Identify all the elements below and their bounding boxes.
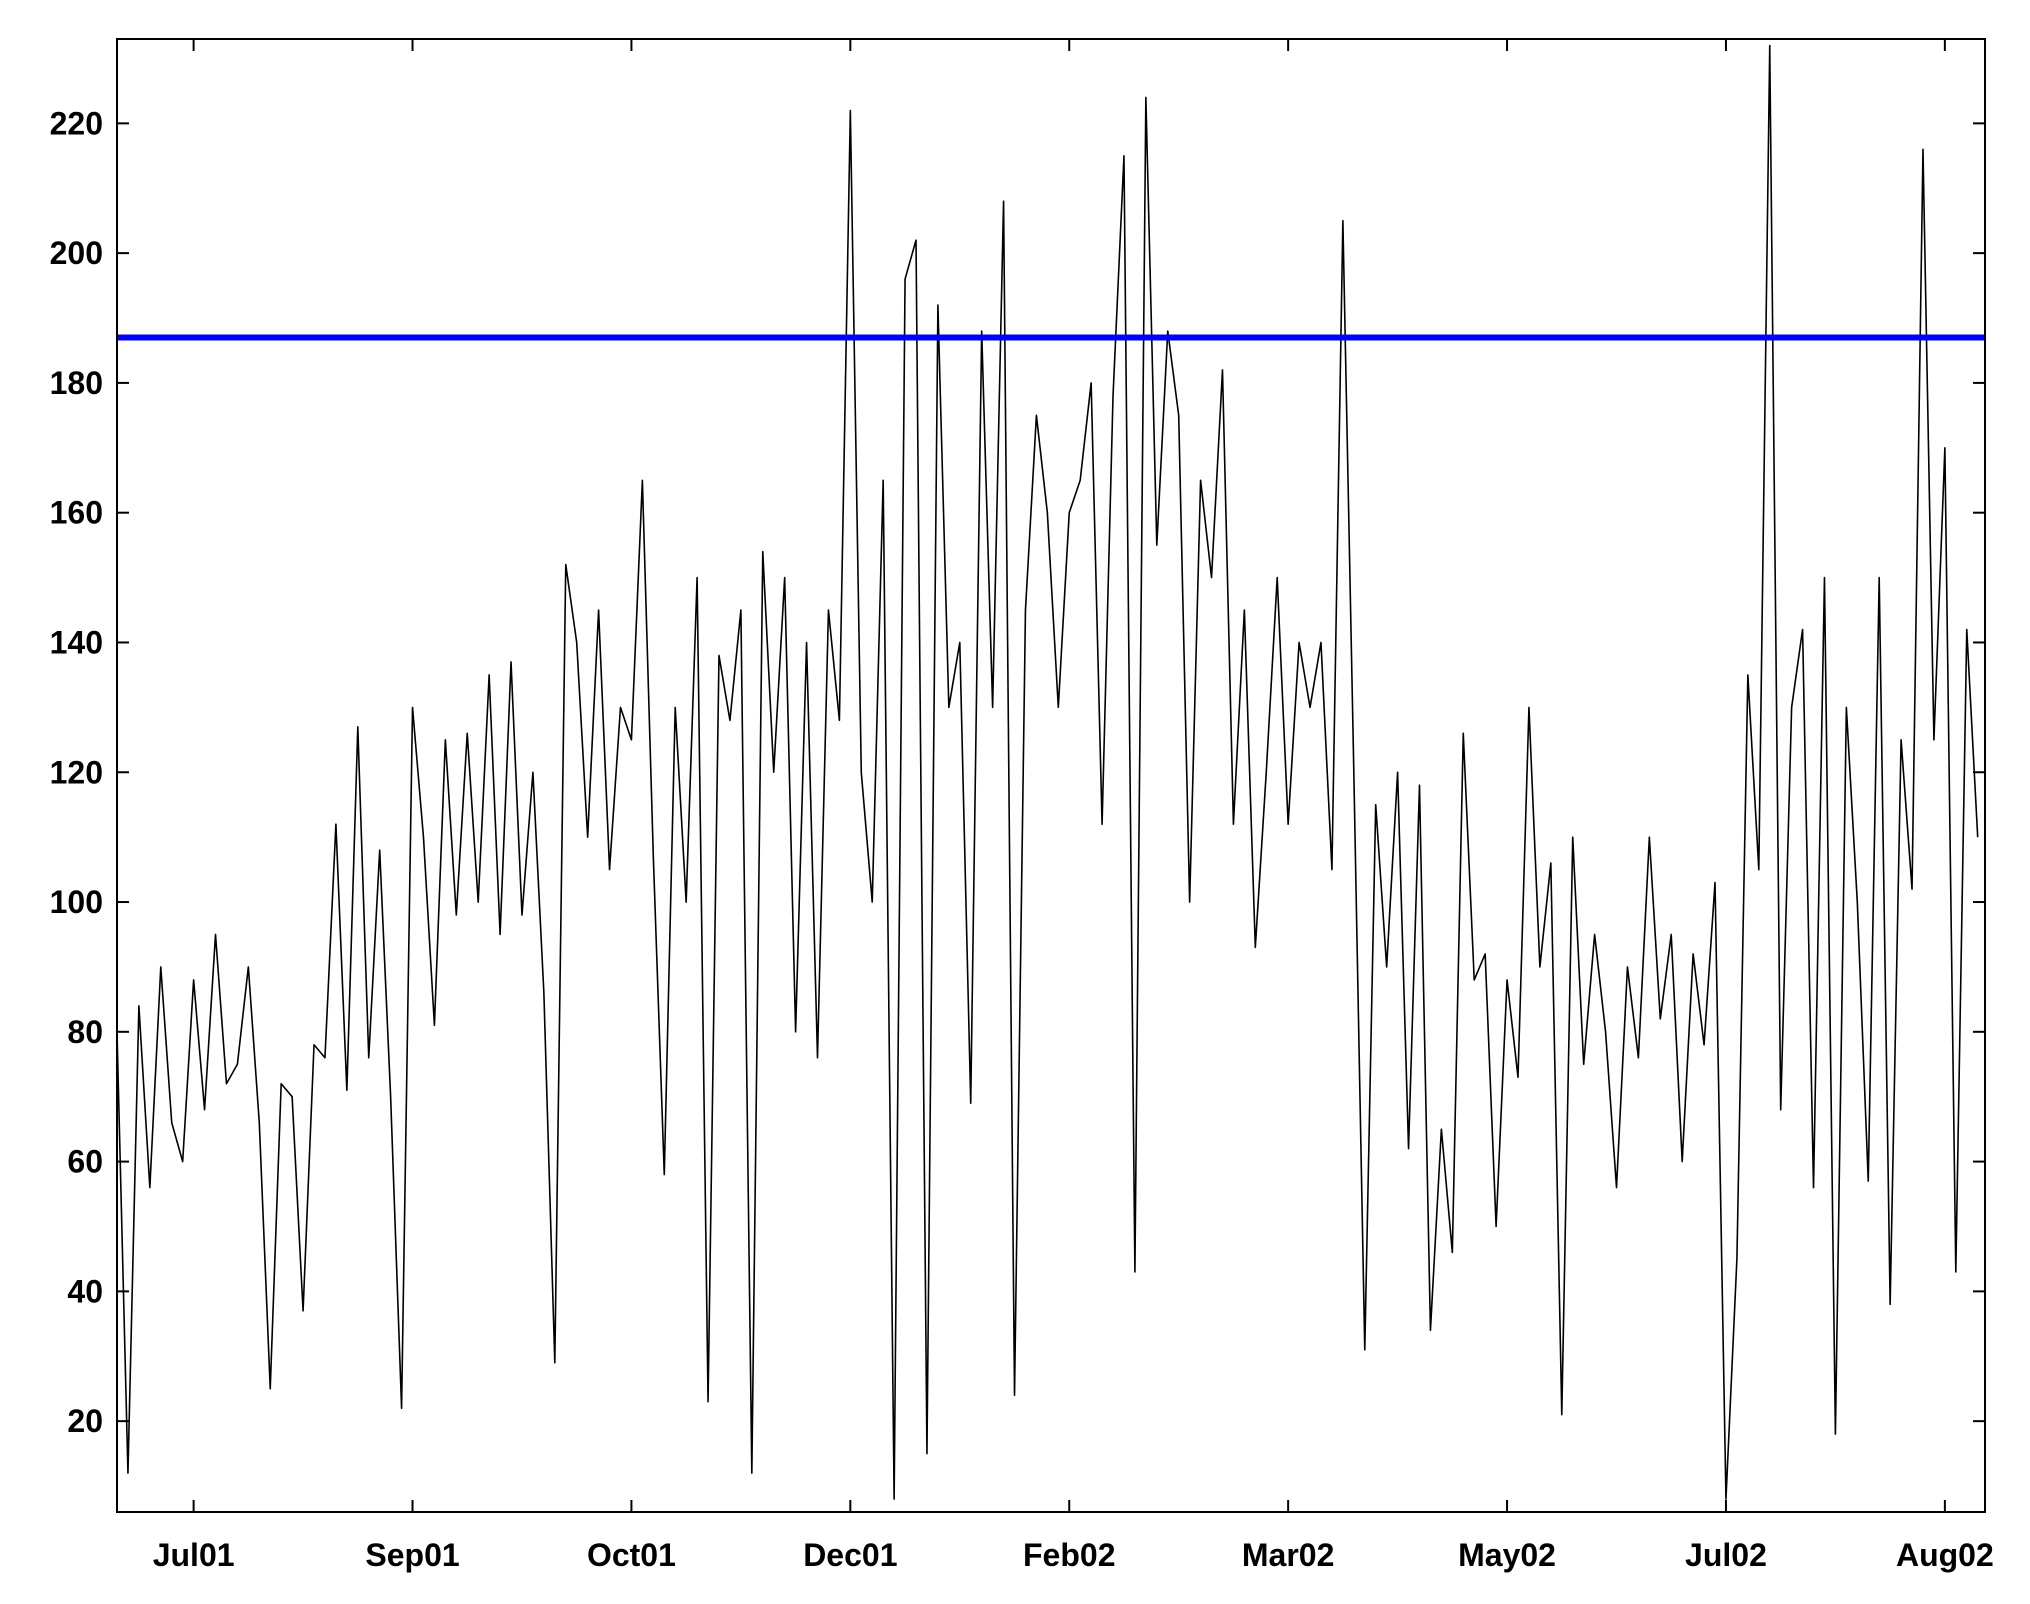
x-tick-label: Sep01: [365, 1537, 459, 1573]
x-tick-label: Dec01: [803, 1537, 897, 1573]
plot-frame: [116, 38, 1986, 1513]
y-tick-label: 160: [50, 495, 103, 531]
x-tick-label: Oct01: [587, 1537, 676, 1573]
y-tick-label: 100: [50, 884, 103, 920]
x-tick-label: Jul02: [1685, 1537, 1767, 1573]
y-tick-label: 220: [50, 105, 103, 141]
x-tick-label: Jul01: [153, 1537, 235, 1573]
y-tick-label: 20: [67, 1403, 103, 1439]
x-tick-label: Feb02: [1023, 1537, 1115, 1573]
y-tick-label: 80: [67, 1014, 103, 1050]
y-tick-label: 200: [50, 235, 103, 271]
x-tick-label: Mar02: [1242, 1537, 1335, 1573]
data-line: [116, 44, 1979, 1500]
y-tick-label: 60: [67, 1144, 103, 1180]
y-tick-label: 140: [50, 624, 103, 660]
x-tick-label: May02: [1458, 1537, 1556, 1573]
y-tick-label: 40: [67, 1273, 103, 1309]
y-tick-label: 180: [50, 365, 103, 401]
x-tick-label: Aug02: [1896, 1537, 1994, 1573]
y-tick-label: 120: [50, 754, 103, 790]
